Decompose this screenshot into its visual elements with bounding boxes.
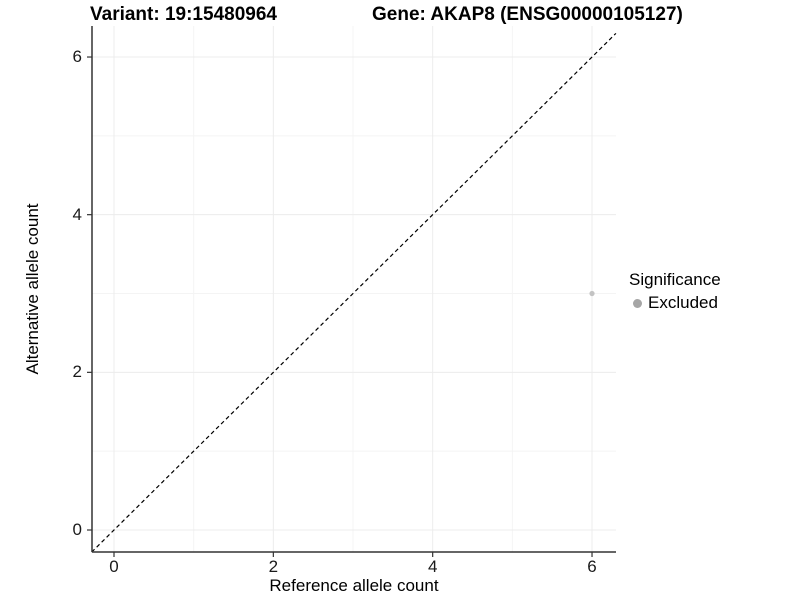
x-tick-label: 2 xyxy=(268,557,279,576)
y-tick-label: 2 xyxy=(72,362,82,382)
excluded-point-icon xyxy=(633,298,642,308)
data-point xyxy=(589,290,595,297)
legend-title: Significance xyxy=(629,270,721,289)
legend: Significance Excluded xyxy=(629,270,721,313)
y-tick-label: 4 xyxy=(72,204,82,224)
x-axis-title: Reference allele count xyxy=(269,576,439,595)
identity-line xyxy=(91,32,617,553)
y-axis-title: Alternative allele count xyxy=(23,203,42,375)
legend-entry: Excluded xyxy=(629,293,721,313)
variant-title: Variant: 19:15480964 xyxy=(90,4,277,25)
x-tick-label: 0 xyxy=(109,557,119,576)
y-tick-label: 6 xyxy=(72,47,82,67)
legend-entry-label: Excluded xyxy=(648,293,718,312)
x-tick-label: 6 xyxy=(587,557,597,576)
x-tick-label: 4 xyxy=(427,557,438,576)
gene-title: Gene: AKAP8 (ENSG00000105127) xyxy=(372,4,683,25)
y-tick-label: 0 xyxy=(72,520,82,539)
